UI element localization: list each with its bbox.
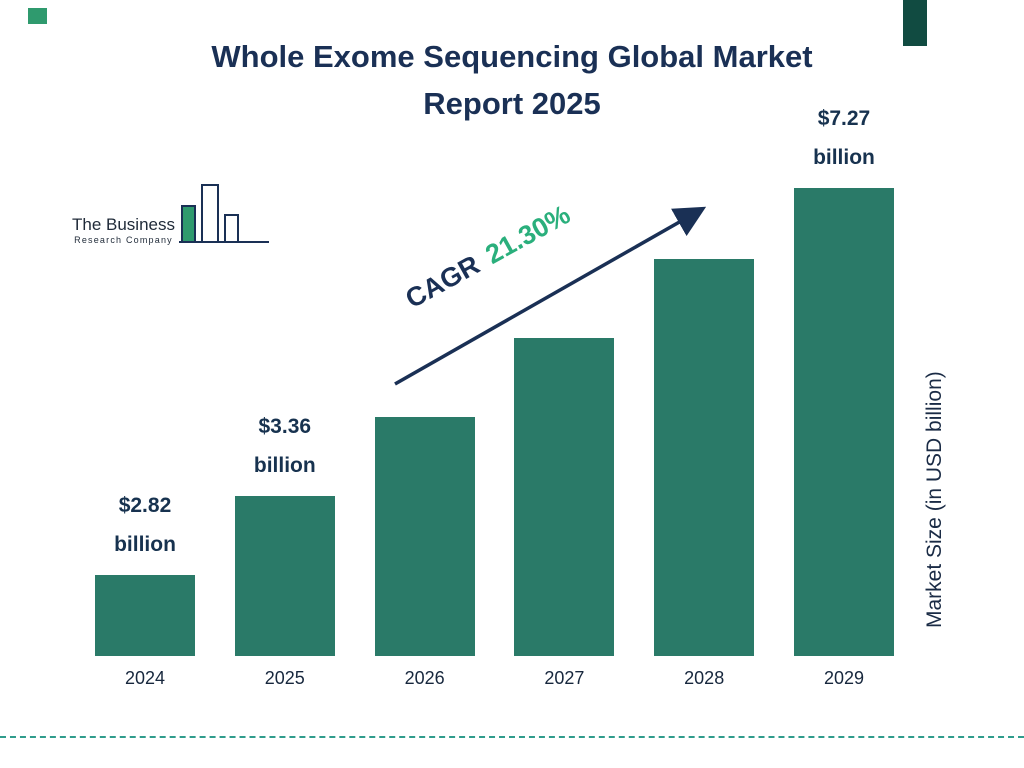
- bar-value-label-2029: $7.27 billion: [813, 107, 875, 169]
- x-axis-tick-2026: 2026: [404, 668, 445, 688]
- corner-accent-left: [28, 8, 47, 24]
- bar-2027: [514, 338, 615, 656]
- x-axis-tick-2027: 2027: [544, 668, 585, 688]
- bar-column-2029: $7.27 billion 2029: [793, 100, 894, 692]
- bar-column-2026: 2026: [374, 100, 475, 692]
- x-axis-tick-2025: 2025: [264, 668, 305, 688]
- x-axis-tick-2024: 2024: [124, 668, 166, 688]
- bar-2024: [95, 575, 195, 656]
- bar-2028: [654, 259, 755, 656]
- logo-chart-icon: [179, 182, 271, 251]
- x-axis-tick-2028: 2028: [684, 668, 725, 688]
- company-logo-text: The Business Research Company: [72, 215, 175, 251]
- bar-column-2027: 2027: [514, 100, 615, 692]
- page-title-line2: Report 2025: [423, 85, 601, 121]
- bar-value-label-2025: $3.36 billion: [253, 415, 316, 478]
- y-axis-label: Market Size (in USD billion): [923, 371, 946, 629]
- bar-2029: [793, 187, 894, 657]
- x-axis-tick-2029: 2029: [823, 668, 864, 689]
- page-title: Whole Exome Sequencing Global Market Rep…: [0, 34, 1024, 127]
- bar-chart: $2.82 billion 2024 $3.36 billion 2025 2026 2027…: [95, 100, 894, 692]
- bar-column-2025: $3.36 billion 2025: [234, 100, 335, 692]
- page-title-line1: Whole Exome Sequencing Global Market: [211, 39, 813, 74]
- bar-2026: [374, 417, 475, 656]
- bar-2025: [234, 496, 335, 656]
- bar-column-2024: $2.82 billion 2024: [95, 100, 195, 692]
- bar-column-2028: 2028: [654, 100, 755, 692]
- logo-subtitle: Research Company: [74, 235, 173, 245]
- company-logo: The Business Research Company: [72, 182, 271, 251]
- corner-accent-right: [903, 0, 927, 46]
- bottom-dashed-divider: [0, 736, 1024, 738]
- logo-name: The Business: [72, 215, 175, 234]
- bar-value-label-2024: $2.82 billion: [114, 494, 176, 557]
